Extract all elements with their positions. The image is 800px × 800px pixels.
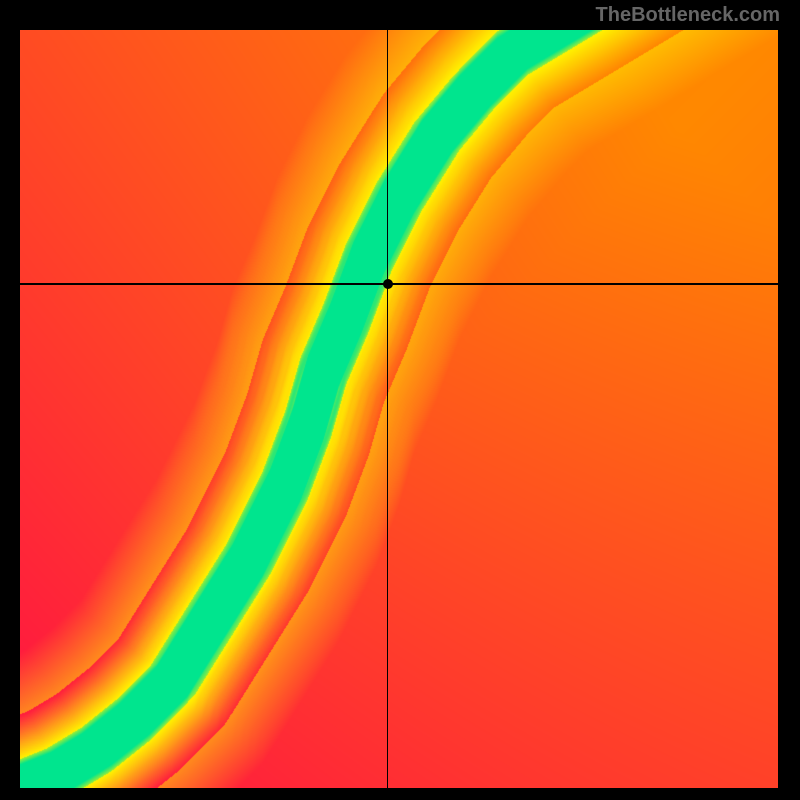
- chart-container: TheBottleneck.com: [0, 0, 800, 800]
- marker-point: [383, 279, 393, 289]
- watermark-text: TheBottleneck.com: [596, 4, 780, 27]
- heatmap-canvas: [20, 30, 778, 788]
- crosshair-horizontal: [20, 283, 778, 285]
- crosshair-vertical: [387, 30, 389, 788]
- heatmap-chart: [20, 30, 778, 788]
